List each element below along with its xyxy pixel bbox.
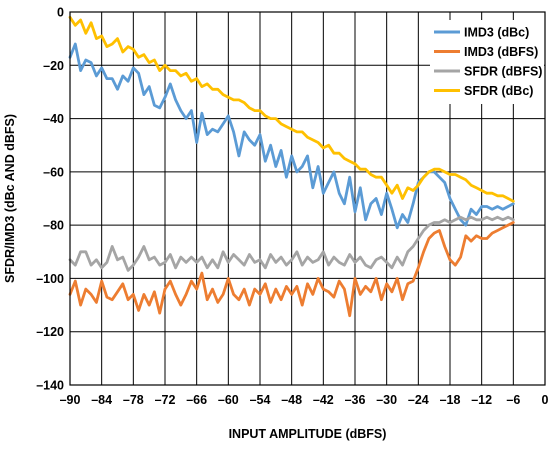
x-tick-label: –42 [313,393,334,407]
x-tick-label: –30 [376,393,397,407]
y-tick-label: –100 [36,272,64,286]
x-tick-label: –78 [123,393,144,407]
x-tick-label: –66 [186,393,207,407]
series-line [68,15,515,203]
x-tick-label: –60 [218,393,239,407]
x-tick-labels: –90 –84 –78 –72 –66 –60 –54 –48 –42 –36 –30 –24 –18–… [60,393,549,407]
legend-label: IMD3 (dBc) [464,26,529,40]
series-line [68,221,515,318]
x-tick-label: –90 [60,393,81,407]
x-tick-label: –36 [345,393,366,407]
x-tick-label: –54 [250,393,271,407]
y-tick-label: –40 [43,112,64,126]
x-tick-label: –72 [155,393,176,407]
x-axis-title: INPUT AMPLITUDE (dBFS) [229,427,387,441]
y-tick-label: 0 [57,6,64,20]
x-tick-label: –24 [408,393,429,407]
y-tick-labels: 0 –20 –40 –60 –80 –100 –120 –140 [36,6,64,393]
legend: IMD3 (dBc) IMD3 (dBFS) SFDR (dBFS) SFDR (dB… [430,20,544,104]
legend-label: SFDR (dBFS) [464,65,542,79]
x-tick-label: –12 [471,393,492,407]
legend-label: SFDR (dBc) [464,84,533,98]
x-tick-label: 0 [542,393,549,407]
y-tick-label: –60 [43,165,64,179]
y-tick-label: –120 [36,325,64,339]
y-tick-label: –20 [43,59,64,73]
x-tick-label: –18 [440,393,461,407]
y-axis-title: SFDR/IMD3 (dBc AND dBFS) [3,114,17,283]
plot-frame [69,11,546,386]
series-layer [68,15,515,318]
legend-label: IMD3 (dBFS) [464,45,538,59]
series-line [68,215,515,272]
x-tick-label: –6 [506,393,520,407]
y-tick-label: –80 [43,219,64,233]
x-tick-label: –84 [91,393,112,407]
y-tick-label: –140 [36,379,64,393]
x-tick-label: –48 [281,393,302,407]
series-line [68,42,515,230]
